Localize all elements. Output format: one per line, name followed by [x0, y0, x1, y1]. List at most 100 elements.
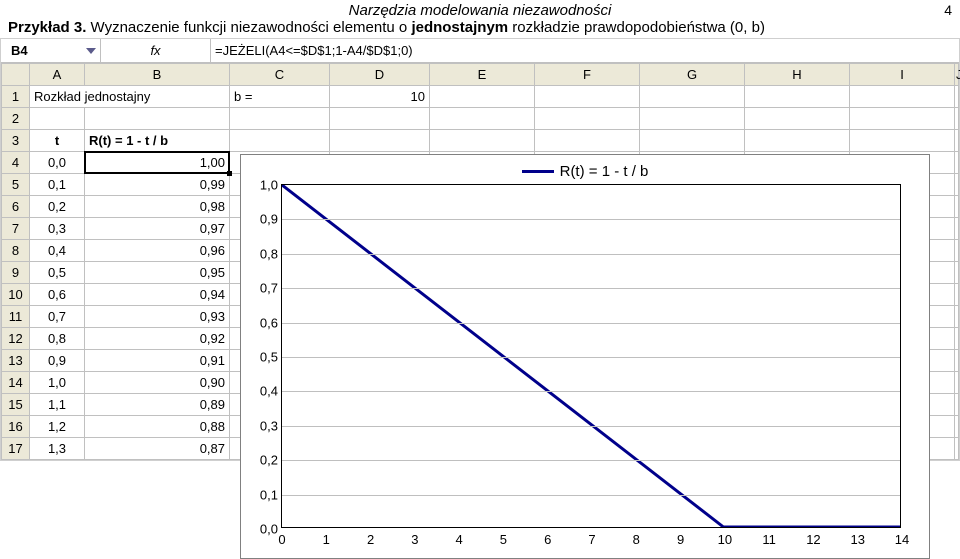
row-header[interactable]: 13 — [2, 350, 30, 372]
col-header[interactable]: D — [330, 64, 430, 86]
row-header[interactable]: 14 — [2, 372, 30, 394]
cell[interactable]: 0,3 — [30, 218, 85, 240]
cell[interactable] — [955, 306, 959, 328]
cell[interactable] — [640, 86, 745, 108]
row-header[interactable]: 9 — [2, 262, 30, 284]
cell[interactable] — [955, 328, 959, 350]
cell[interactable] — [850, 130, 955, 152]
cell[interactable]: 1,2 — [30, 416, 85, 438]
cell[interactable]: 0,90 — [85, 372, 230, 394]
cell[interactable]: 0,99 — [85, 174, 230, 196]
cell[interactable]: 0,9 — [30, 350, 85, 372]
cell[interactable] — [955, 416, 959, 438]
col-header[interactable]: H — [745, 64, 850, 86]
row-header[interactable]: 3 — [2, 130, 30, 152]
cell[interactable] — [955, 438, 959, 460]
cell[interactable]: 0,96 — [85, 240, 230, 262]
row-header[interactable]: 4 — [2, 152, 30, 174]
cell[interactable] — [955, 86, 959, 108]
cell[interactable]: 1,0 — [30, 372, 85, 394]
cell[interactable]: 0,7 — [30, 306, 85, 328]
col-header[interactable]: J — [955, 64, 959, 86]
row-header[interactable]: 15 — [2, 394, 30, 416]
cell[interactable]: 0,94 — [85, 284, 230, 306]
cell[interactable] — [955, 108, 959, 130]
cell[interactable]: 0,1 — [30, 174, 85, 196]
cell[interactable] — [955, 394, 959, 416]
col-header[interactable]: I — [850, 64, 955, 86]
row-header[interactable]: 1 — [2, 86, 30, 108]
row-header[interactable]: 11 — [2, 306, 30, 328]
row-header[interactable]: 8 — [2, 240, 30, 262]
cell[interactable] — [535, 130, 640, 152]
col-header[interactable]: A — [30, 64, 85, 86]
formula-input[interactable]: =JEŻELI(A4<=$D$1;1-A4/$D$1;0) — [211, 39, 959, 62]
cell[interactable]: 10 — [330, 86, 430, 108]
col-header[interactable]: C — [230, 64, 330, 86]
cell[interactable]: 0,91 — [85, 350, 230, 372]
cell[interactable] — [955, 174, 959, 196]
row-header[interactable]: 2 — [2, 108, 30, 130]
cell[interactable]: 1,3 — [30, 438, 85, 460]
cell[interactable]: 0,98 — [85, 196, 230, 218]
row-header[interactable]: 6 — [2, 196, 30, 218]
cell[interactable] — [745, 86, 850, 108]
cell[interactable] — [955, 152, 959, 174]
cell[interactable]: 0,87 — [85, 438, 230, 460]
cell[interactable]: t — [30, 130, 85, 152]
col-header[interactable]: F — [535, 64, 640, 86]
cell[interactable]: 0,88 — [85, 416, 230, 438]
cell[interactable]: 0,8 — [30, 328, 85, 350]
cell[interactable] — [955, 372, 959, 394]
cell[interactable] — [535, 108, 640, 130]
cell[interactable] — [955, 284, 959, 306]
cell[interactable] — [640, 130, 745, 152]
name-box[interactable]: B4 — [1, 39, 101, 62]
cell[interactable]: 0,4 — [30, 240, 85, 262]
row-header[interactable]: 12 — [2, 328, 30, 350]
row-header[interactable]: 7 — [2, 218, 30, 240]
cell[interactable] — [230, 108, 330, 130]
cell[interactable] — [330, 130, 430, 152]
embedded-chart[interactable]: R(t) = 1 - t / b 0,00,10,20,30,40,50,60,… — [240, 154, 930, 559]
row-header[interactable]: 5 — [2, 174, 30, 196]
cell[interactable] — [850, 86, 955, 108]
cell[interactable] — [955, 218, 959, 240]
cell[interactable] — [430, 108, 535, 130]
cell[interactable] — [430, 130, 535, 152]
cell[interactable]: b = — [230, 86, 330, 108]
cell[interactable]: 0,0 — [30, 152, 85, 174]
cell[interactable]: 0,97 — [85, 218, 230, 240]
col-header[interactable]: B — [85, 64, 230, 86]
cell[interactable] — [430, 86, 535, 108]
cell[interactable]: 0,5 — [30, 262, 85, 284]
row-header[interactable]: 16 — [2, 416, 30, 438]
cell[interactable]: 0,93 — [85, 306, 230, 328]
cell[interactable] — [230, 130, 330, 152]
cell[interactable] — [85, 108, 230, 130]
cell[interactable]: 0,95 — [85, 262, 230, 284]
cell[interactable] — [745, 130, 850, 152]
cell[interactable] — [535, 86, 640, 108]
cell[interactable] — [955, 130, 959, 152]
col-header[interactable]: G — [640, 64, 745, 86]
cell[interactable] — [330, 108, 430, 130]
cell[interactable] — [745, 108, 850, 130]
cell[interactable]: 1,1 — [30, 394, 85, 416]
row-header[interactable]: 17 — [2, 438, 30, 460]
cell[interactable] — [30, 108, 85, 130]
cell[interactable]: 1,00 — [85, 152, 230, 174]
cell[interactable] — [955, 196, 959, 218]
cell[interactable] — [955, 262, 959, 284]
cell[interactable] — [955, 350, 959, 372]
col-header[interactable]: E — [430, 64, 535, 86]
cell[interactable]: 0,6 — [30, 284, 85, 306]
fx-symbol[interactable]: fx — [101, 39, 211, 62]
cell[interactable]: 0,89 — [85, 394, 230, 416]
cell[interactable]: R(t) = 1 - t / b — [85, 130, 230, 152]
cell[interactable] — [640, 108, 745, 130]
select-all-corner[interactable] — [2, 64, 30, 86]
row-header[interactable]: 10 — [2, 284, 30, 306]
cell[interactable]: 0,92 — [85, 328, 230, 350]
cell[interactable] — [850, 108, 955, 130]
